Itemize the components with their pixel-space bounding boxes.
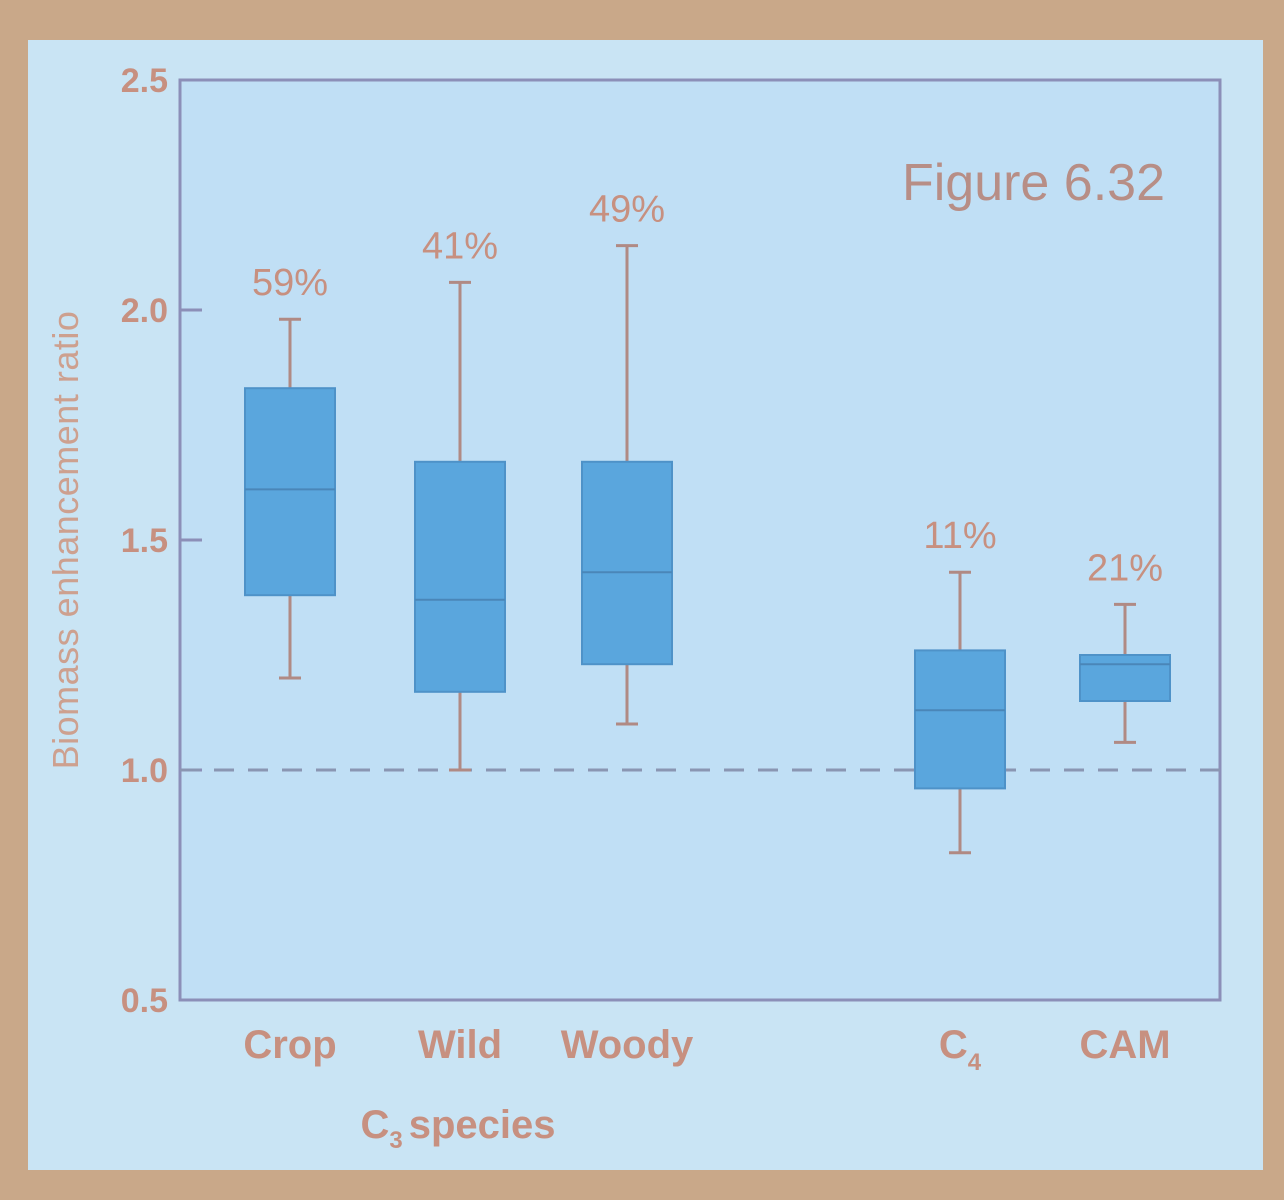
category-label-subscript: 4 <box>968 1049 982 1076</box>
category-label-text: CAM <box>1079 1023 1170 1067</box>
x-axis-label-prefix: C <box>360 1103 389 1147</box>
box-c4: 11% C4 <box>914 515 1006 1076</box>
percent-annotation: 49% <box>589 189 665 231</box>
y-tick-label: 1.5 <box>121 522 168 560</box>
y-axis: 0.5 1.0 1.5 2.0 2.5 <box>121 62 202 1020</box>
box-wild: 41% Wild <box>414 225 506 1067</box>
y-tick-label: 2.0 <box>121 292 168 330</box>
iqr-box <box>581 460 673 666</box>
x-axis-label-subscript: 3 <box>389 1127 402 1154</box>
category-label: Wild <box>418 1023 502 1067</box>
y-tick-label: 0.5 <box>121 982 168 1020</box>
x-axis-label-text: species <box>409 1103 556 1147</box>
box-series: 59% Crop 41% Wild 49% Woody 11% C4 21% CAM <box>243 189 1171 1076</box>
plot-area <box>178 78 1222 1002</box>
x-axis-label: C3 species <box>360 1103 555 1154</box>
percent-annotation: 41% <box>422 225 498 267</box>
iqr-box <box>914 649 1006 790</box>
iqr-box <box>244 387 336 597</box>
box-woody: 49% Woody <box>561 189 694 1067</box>
iqr-box <box>1079 654 1171 702</box>
y-axis-label: Biomass enhancement ratio <box>45 311 86 770</box>
percent-annotation: 11% <box>923 515 996 557</box>
y-tick-label: 1.0 <box>121 752 168 790</box>
category-label: C4 <box>939 1023 982 1076</box>
y-tick-label: 2.5 <box>121 62 168 100</box>
category-label-text: Crop <box>243 1023 336 1067</box>
percent-annotation: 59% <box>252 262 328 304</box>
category-label: Crop <box>243 1023 336 1067</box>
category-label: Woody <box>561 1023 694 1067</box>
figure-label: Figure 6.32 <box>902 154 1165 212</box>
category-label-text: C <box>939 1023 968 1067</box>
iqr-box <box>414 460 506 693</box>
category-label: CAM <box>1079 1023 1170 1067</box>
category-label-text: Wild <box>418 1023 502 1067</box>
category-label-text: Woody <box>561 1023 694 1067</box>
percent-annotation: 21% <box>1087 547 1163 589</box>
box-cam: 21% CAM <box>1079 547 1171 1067</box>
box-crop: 59% Crop <box>243 262 336 1067</box>
